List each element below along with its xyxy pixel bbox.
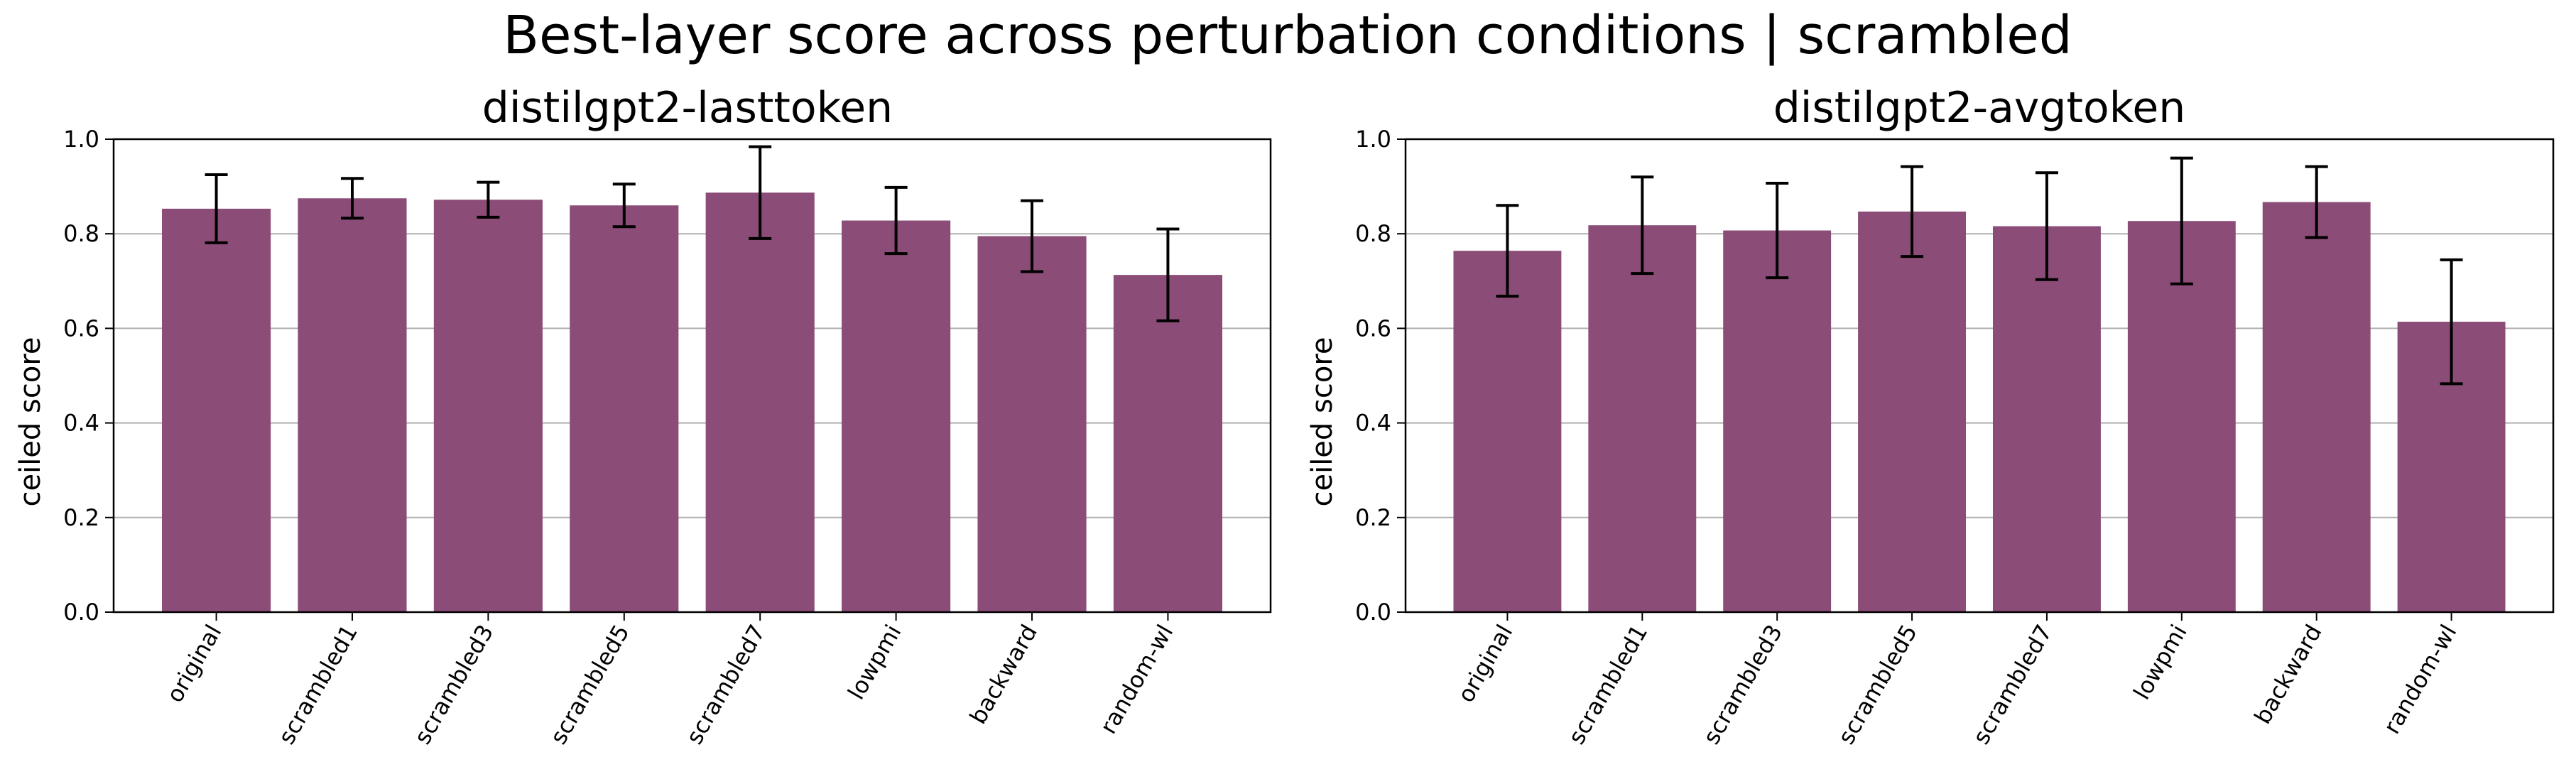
x-tick-label: scrambled3 [409,620,499,749]
bar [1723,230,1832,613]
x-tick-label: original [161,620,227,707]
bar [1113,275,1222,612]
y-tick-label: 0.2 [1355,504,1391,531]
y-tick-label: 0.6 [1355,315,1391,342]
axes-frame [112,138,1272,614]
bar [1858,211,1967,612]
bar [433,200,543,612]
y-tick-label: 0.0 [1355,599,1391,626]
x-tick-label: scrambled7 [680,620,771,749]
x-tick-label: scrambled3 [1697,620,1788,749]
bar [570,205,679,612]
x-tick-label: scrambled1 [273,620,363,749]
y-tick-label: 0.4 [63,410,99,437]
x-tick-label: scrambled7 [1967,620,2058,749]
x-tick-label: scrambled5 [1832,620,1923,749]
bar [977,236,1087,612]
x-tick-label: lowpmi [842,620,906,704]
x-tick-label: random-wl [2378,620,2462,739]
x-tick-label: random-wl [1094,620,1178,739]
x-tick-label: backward [2249,620,2327,729]
y-tick-label: 1.0 [63,126,99,153]
x-tick-label: lowpmi [2128,620,2192,704]
bar [162,208,271,613]
y-axis-label: ceiled score [14,337,47,506]
bar [1992,226,2101,612]
bar [1453,251,1562,612]
bar [705,192,815,612]
y-axis-label: ceiled score [1306,337,1339,506]
panel-title: distilgpt2-avgtoken [1773,83,2186,133]
bar [1588,225,1697,612]
panel-lasttoken: distilgpt2-lasttoken ceiled score 0.0 0.2… [14,83,1272,749]
x-tick-label: scrambled5 [545,620,635,749]
axes-frame [1404,138,2555,614]
panel-title: distilgpt2-lasttoken [482,83,893,133]
bar [2262,202,2371,612]
y-tick-label: 1.0 [1355,126,1391,153]
bar [298,198,407,612]
y-tick-label: 0.4 [1355,410,1391,437]
y-tick-label: 0.6 [63,315,99,342]
x-tick-label: backward [964,620,1043,729]
bar [842,220,951,612]
x-tick-label: scrambled1 [1563,620,1653,749]
figure-title: Best-layer score across perturbation con… [503,5,2072,66]
y-tick-label: 0.2 [63,504,99,531]
x-tick-label: original [1452,620,1518,707]
y-tick-label: 0.8 [63,220,99,247]
y-tick-label: 0.0 [63,599,99,626]
panel-avgtoken: distilgpt2-avgtoken ceiled score 0.0 0.2 0… [1306,83,2555,749]
y-tick-label: 0.8 [1355,220,1391,247]
bar [2127,221,2236,612]
